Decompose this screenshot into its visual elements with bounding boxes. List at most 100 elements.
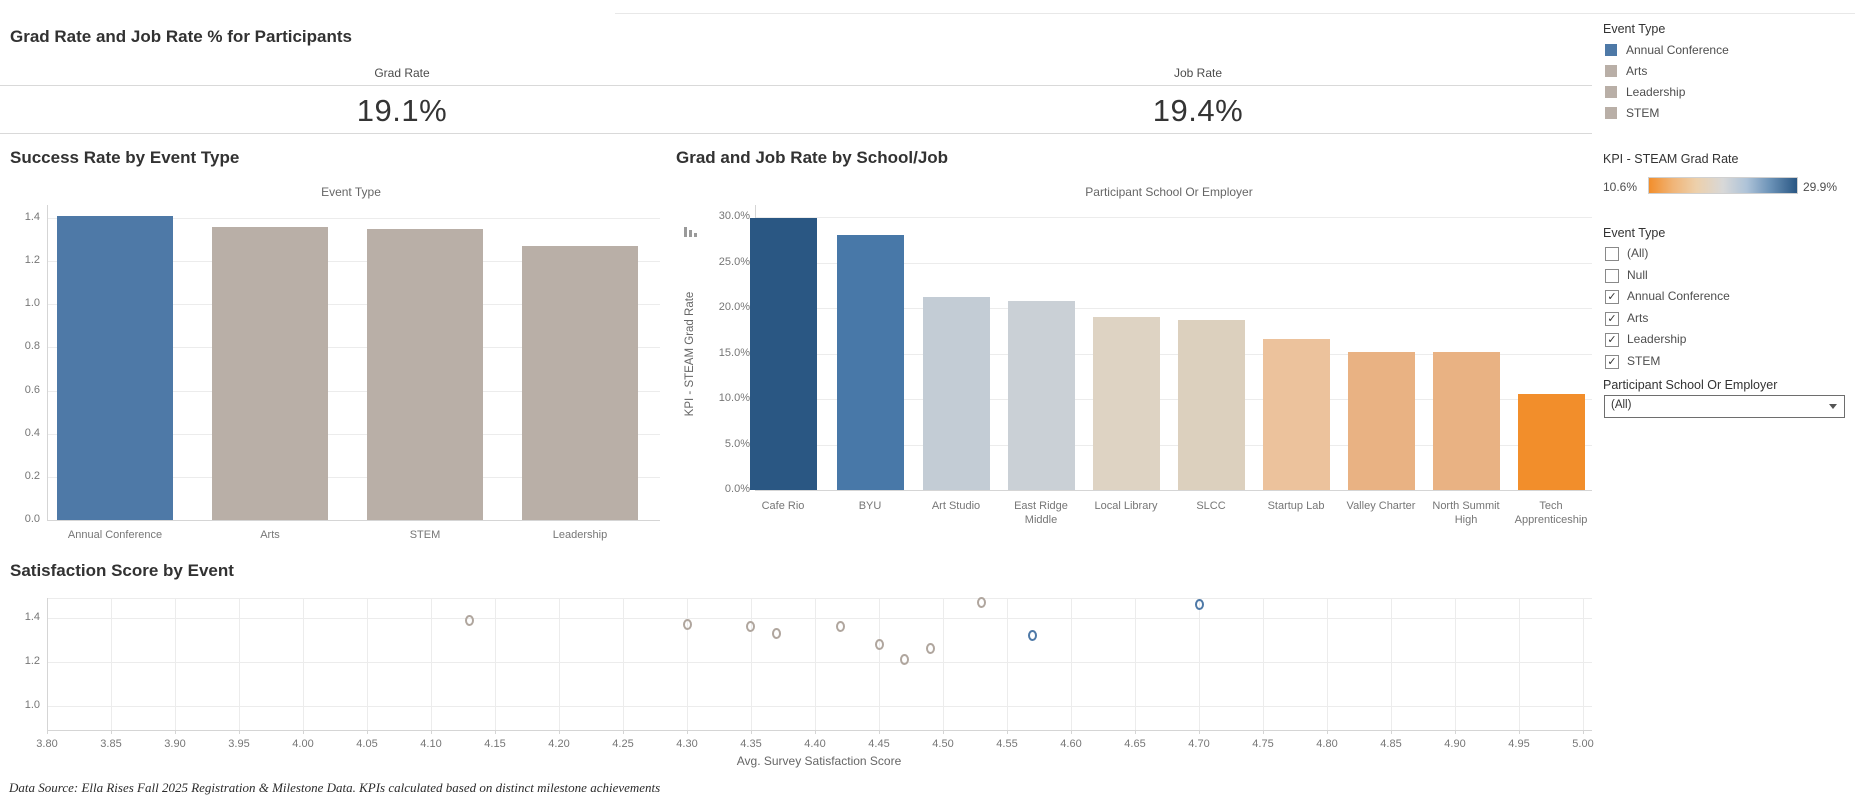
x-tick-label: 4.95 <box>1508 738 1530 750</box>
y-tick-label: 0.4 <box>24 427 40 439</box>
bar-byu[interactable] <box>837 235 904 490</box>
gridline <box>47 598 1592 599</box>
bar-startup-lab[interactable] <box>1263 339 1330 490</box>
filter-title: Event Type <box>1603 226 1666 240</box>
x-tick-mark <box>559 730 560 734</box>
gridline <box>239 598 240 730</box>
bar-annual-conference[interactable] <box>57 216 173 520</box>
x-tick-mark <box>1263 730 1264 734</box>
filter-option-stem[interactable]: ✓ STEM <box>1605 354 1825 370</box>
x-tick-label: 4.45 <box>868 738 890 750</box>
bar-valley-charter[interactable] <box>1348 352 1415 490</box>
filter-option--all-[interactable]: (All) <box>1605 246 1825 262</box>
x-tick-label: 4.05 <box>356 738 378 750</box>
x-category-label: Arts <box>260 529 280 541</box>
legend-item-label: Annual Conference <box>1626 43 1729 57</box>
x-category-label: Annual Conference <box>67 529 163 541</box>
filter-option-leadership[interactable]: ✓ Leadership <box>1605 332 1825 348</box>
bar-leadership[interactable] <box>522 246 638 520</box>
bar-art-studio[interactable] <box>923 297 990 490</box>
gridline <box>751 598 752 730</box>
gradient-max-label: 29.9% <box>1803 180 1838 194</box>
kpi-band-title: Grad Rate and Job Rate % for Participant… <box>10 27 352 46</box>
scatter-point-other-events[interactable] <box>875 639 884 650</box>
legend-item-label: STEM <box>1626 106 1660 120</box>
legend-swatch <box>1605 44 1617 56</box>
scatter-point-other-events[interactable] <box>977 597 986 608</box>
filter-option-null[interactable]: Null <box>1605 268 1825 284</box>
scatter-point-other-events[interactable] <box>465 615 474 626</box>
gridline <box>755 263 1592 264</box>
bar-stem[interactable] <box>367 229 483 520</box>
y-tick-label: 10.0% <box>718 392 750 404</box>
legend-item-annual-conference[interactable]: Annual Conference <box>1605 43 1805 59</box>
scatter-point-annual-conference[interactable] <box>1028 630 1037 641</box>
gridline <box>431 598 432 730</box>
scatter-point-other-events[interactable] <box>683 619 692 630</box>
filter-option-label: (All) <box>1627 246 1649 260</box>
bar-east-ridge-middle[interactable] <box>1008 301 1075 490</box>
gridline <box>687 598 688 730</box>
gridline <box>47 347 660 348</box>
x-tick-mark <box>111 730 112 734</box>
kpi-value-0[interactable]: 19.1% <box>356 93 448 128</box>
x-category-label: Local Library <box>1094 500 1158 512</box>
x-tick-label: 3.80 <box>36 738 58 750</box>
y-tick-label: 20.0% <box>718 301 750 313</box>
checkbox-checked-icon[interactable]: ✓ <box>1605 333 1619 347</box>
checkbox-checked-icon[interactable]: ✓ <box>1605 354 1619 369</box>
gridline <box>47 618 1592 619</box>
sort-descending-icon[interactable] <box>684 226 697 237</box>
scatter-point-other-events[interactable] <box>836 621 845 632</box>
kpi-value-1[interactable]: 19.4% <box>1152 93 1244 128</box>
bar-arts[interactable] <box>212 227 328 520</box>
y-tick-label: 1.4 <box>24 211 40 223</box>
gridline <box>1583 598 1584 730</box>
checkbox-checked-icon[interactable]: ✓ <box>1605 290 1619 304</box>
checkbox-checked-icon[interactable]: ✓ <box>1605 311 1619 326</box>
legend-item-leadership[interactable]: Leadership <box>1605 85 1805 101</box>
bar-tech-apprenticeship[interactable] <box>1518 394 1585 490</box>
scatter-point-other-events[interactable] <box>746 621 755 632</box>
x-axis-line <box>47 730 1592 731</box>
gridline <box>47 391 660 392</box>
x-tick-label: 4.90 <box>1444 738 1466 750</box>
bar-cafe-rio[interactable] <box>750 218 817 490</box>
filter-option-label: Null <box>1627 267 1648 282</box>
filter-option-annual-conference[interactable]: ✓ Annual Conference <box>1605 289 1825 305</box>
scatter-point-annual-conference[interactable] <box>1195 599 1204 610</box>
legend-item-arts[interactable]: Arts <box>1605 64 1805 80</box>
legend-swatch <box>1605 107 1617 119</box>
filter-option-arts[interactable]: ✓ Arts <box>1605 311 1825 327</box>
kpi-band-bottom-border <box>0 133 1592 134</box>
bar-north-summit-high[interactable] <box>1433 352 1500 490</box>
legend-item-stem[interactable]: STEM <box>1605 106 1805 122</box>
checkbox-unchecked-icon[interactable] <box>1605 268 1619 283</box>
x-tick-mark <box>1135 730 1136 734</box>
x-category-label: East Ridge Middle <box>1014 500 1068 527</box>
gridline <box>943 598 944 730</box>
x-tick-mark <box>687 730 688 734</box>
x-category-label: Art Studio <box>931 500 981 512</box>
bar-slcc[interactable] <box>1178 320 1245 490</box>
legend-swatch <box>1605 86 1617 98</box>
scatter-point-other-events[interactable] <box>772 628 781 639</box>
y-tick-label: 25.0% <box>718 256 750 268</box>
x-tick-label: 4.85 <box>1380 738 1402 750</box>
scatter-point-other-events[interactable] <box>900 654 909 665</box>
left-chart-title: Success Rate by Event Type <box>10 148 240 167</box>
checkbox-unchecked-icon[interactable] <box>1605 247 1619 261</box>
gridline <box>47 304 660 305</box>
x-tick-label: 3.85 <box>100 738 122 750</box>
scatter-point-other-events[interactable] <box>926 643 935 654</box>
kpi-label-0: Grad Rate <box>374 66 430 80</box>
gridline <box>755 445 1592 446</box>
x-tick-mark <box>47 730 48 734</box>
bar-local-library[interactable] <box>1093 317 1160 490</box>
x-tick-label: 4.60 <box>1060 738 1082 750</box>
gridline <box>47 261 660 262</box>
school-employer-dropdown[interactable]: (All) <box>1604 395 1845 418</box>
dropdown-title: Participant School Or Employer <box>1603 378 1778 392</box>
kpi-label-divider <box>0 85 1592 86</box>
